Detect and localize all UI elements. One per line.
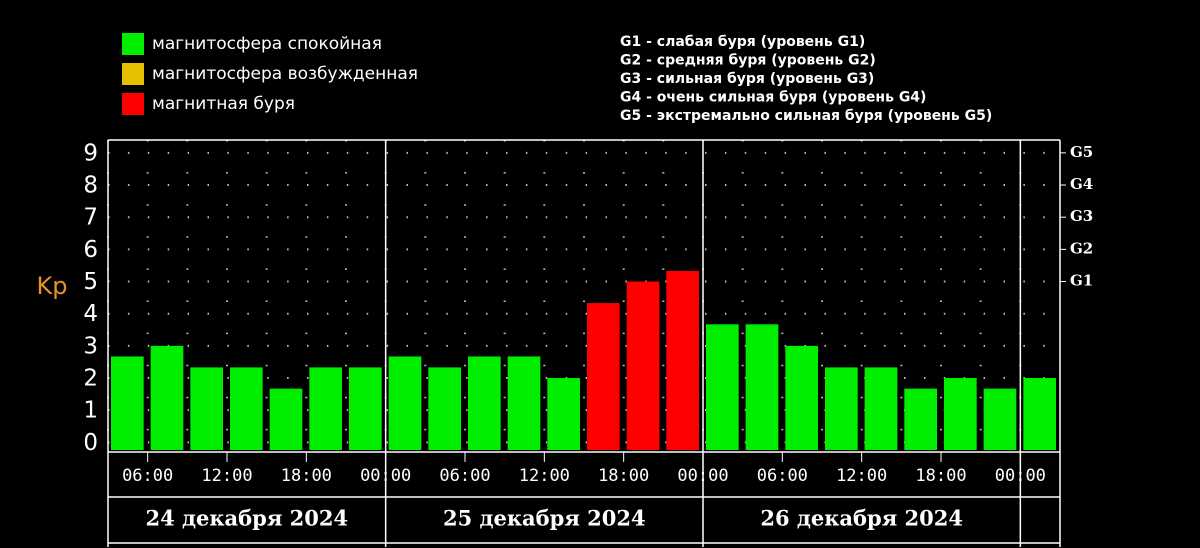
bar: [507, 356, 541, 450]
day-label: 26 декабря 2024: [760, 506, 963, 531]
right-tick-label: G4: [1070, 175, 1093, 193]
bar: [349, 367, 382, 450]
x-tick-label: 18:00: [281, 466, 332, 486]
bar: [745, 324, 779, 450]
y-tick-label: 6: [83, 237, 98, 263]
legend-swatch: [122, 63, 144, 85]
legend-label: магнитосфера спокойная: [152, 34, 382, 54]
bar: [983, 388, 1017, 450]
bar: [587, 303, 620, 450]
x-tick-label: 12:00: [836, 466, 887, 486]
right-tick-label: G2: [1070, 239, 1093, 257]
bar: [388, 356, 422, 450]
legend-label: магнитосфера возбужденная: [152, 64, 418, 84]
bar: [944, 378, 977, 450]
y-tick-label: 7: [83, 205, 98, 231]
x-tick-label: 12:00: [201, 466, 252, 486]
x-tick-label: 06:00: [439, 466, 490, 486]
x-tick-label: 18:00: [915, 466, 966, 486]
bar: [190, 367, 223, 450]
g-legend-label: G3 - сильная буря (уровень G3): [620, 71, 874, 87]
right-tick-label: G5: [1070, 143, 1093, 161]
bar: [269, 388, 303, 450]
y-tick-label: 5: [83, 269, 98, 295]
bar: [785, 345, 818, 450]
day-label: 24 декабря 2024: [146, 506, 349, 531]
g-legend-label: G2 - средняя буря (уровень G2): [620, 53, 876, 69]
x-tick-label: 06:00: [122, 466, 173, 486]
x-tick-label: 06:00: [757, 466, 808, 486]
right-tick-label: G3: [1070, 207, 1093, 225]
y-tick-label: 9: [83, 140, 98, 166]
g-legend-label: G1 - слабая буря (уровень G1): [620, 34, 865, 50]
x-tick-label: 18:00: [598, 466, 649, 486]
bar: [309, 367, 342, 450]
y-tick-label: 1: [83, 398, 98, 424]
bar: [111, 356, 144, 450]
bar: [904, 388, 937, 450]
y-tick-label: 8: [83, 173, 98, 199]
bar: [864, 367, 898, 450]
g-legend-label: G4 - очень сильная буря (уровень G4): [620, 90, 926, 106]
bar: [230, 367, 263, 450]
y-tick-label: 3: [83, 333, 98, 359]
bar: [666, 270, 699, 450]
right-tick-label: G1: [1070, 272, 1093, 290]
bar: [547, 378, 580, 450]
background-glow: [300, 0, 820, 90]
bar: [1023, 378, 1056, 450]
y-axis-label: Kp: [37, 272, 68, 300]
day-label: 25 декабря 2024: [443, 506, 646, 531]
x-tick-label: 12:00: [519, 466, 570, 486]
bar: [468, 356, 501, 450]
legend-swatch: [122, 93, 144, 115]
bar: [150, 345, 184, 450]
bar: [626, 281, 660, 450]
bar: [706, 324, 739, 450]
legend-label: магнитная буря: [152, 94, 295, 114]
g-legend-label: G5 - экстремально сильная буря (уровень …: [620, 108, 992, 124]
legend-swatch: [122, 33, 144, 55]
bar: [825, 367, 858, 450]
y-tick-label: 2: [83, 366, 98, 392]
y-tick-label: 0: [83, 430, 98, 456]
y-tick-label: 4: [83, 301, 98, 327]
bar: [428, 367, 461, 450]
